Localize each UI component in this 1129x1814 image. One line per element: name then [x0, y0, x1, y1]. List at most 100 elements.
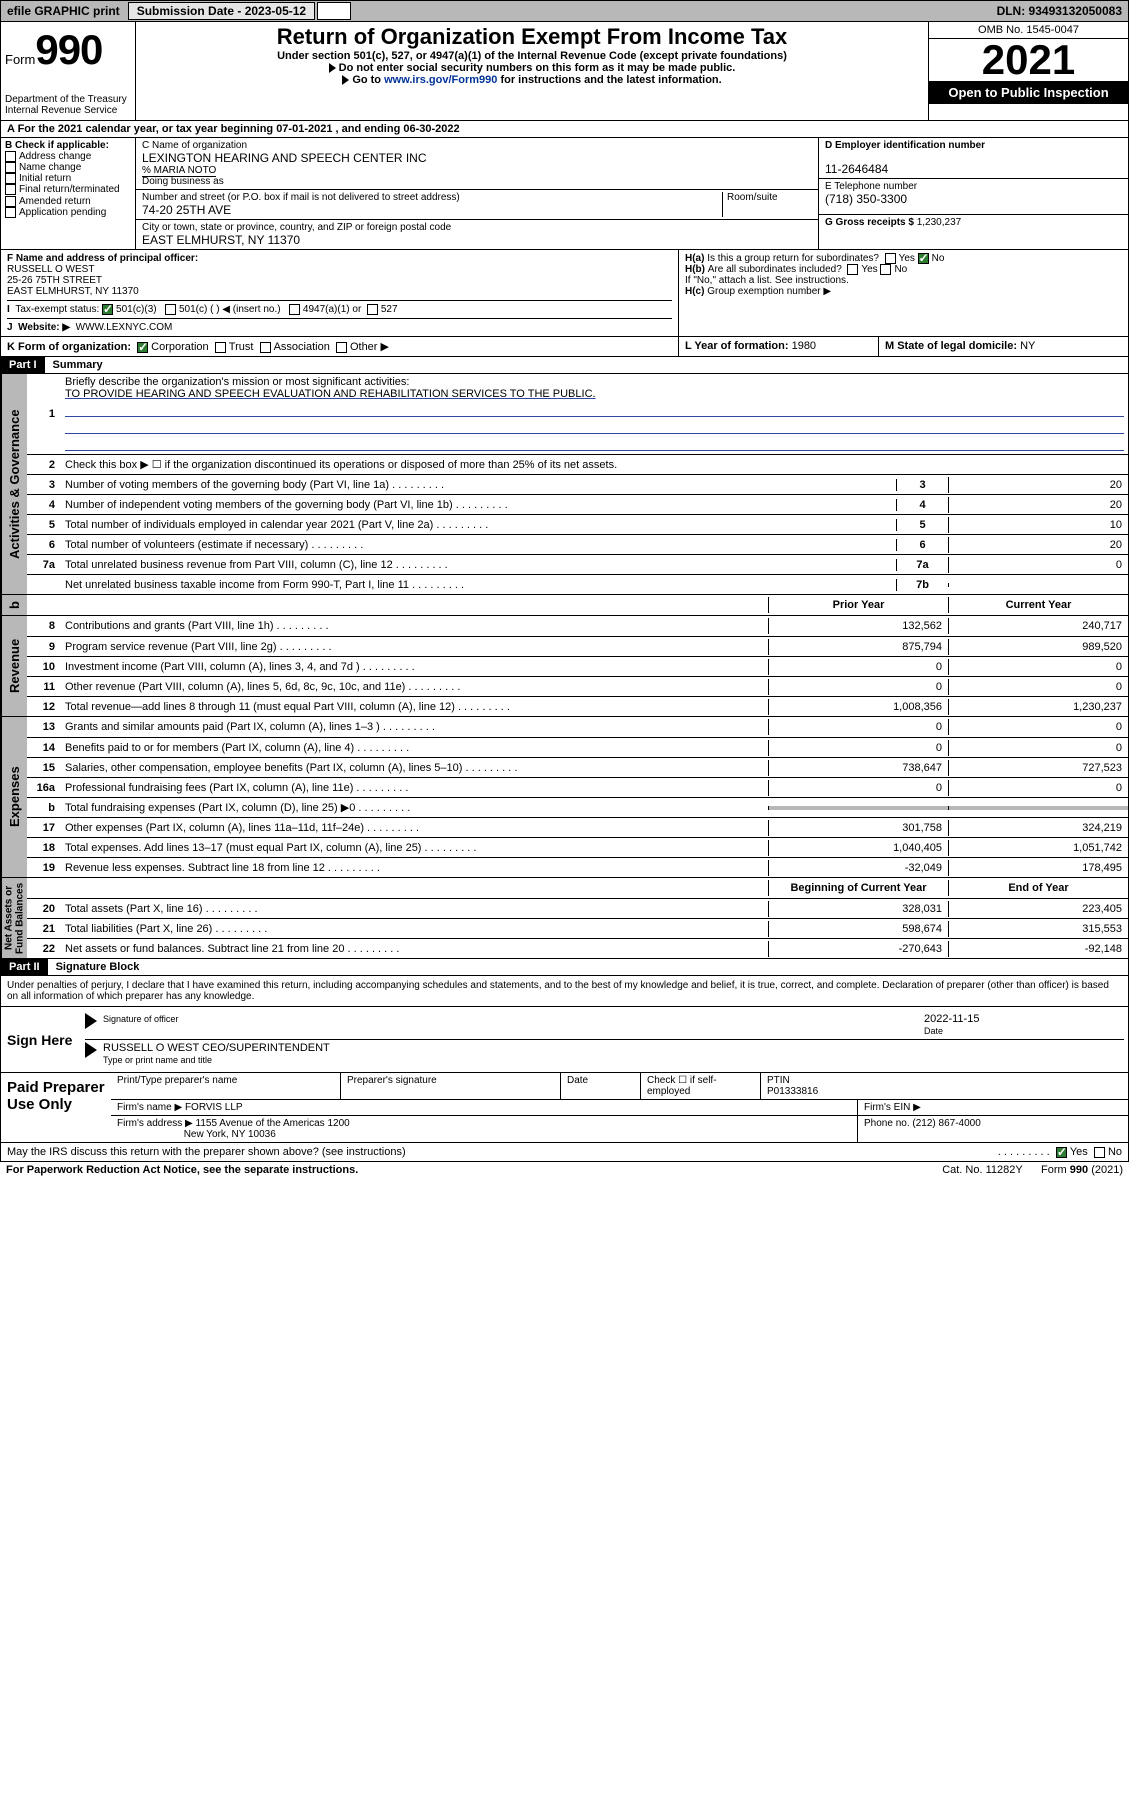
data-line: 16aProfessional fundraising fees (Part I… [27, 777, 1128, 797]
cb-name[interactable] [5, 162, 16, 173]
cb-assoc[interactable] [260, 342, 271, 353]
officer-addr2: EAST ELMHURST, NY 11370 [7, 286, 139, 297]
mission-line [65, 401, 1124, 417]
firm-name-val: FORVIS LLP [185, 1102, 243, 1113]
vtab-expenses: Expenses [1, 717, 27, 877]
hb-no: No [894, 264, 907, 275]
cb-other[interactable] [336, 342, 347, 353]
section-d: D Employer identification number 11-2646… [818, 138, 1128, 249]
footer-form: Form 990 (2021) [1041, 1164, 1123, 1176]
top-bar: efile GRAPHIC print Submission Date - 20… [0, 0, 1129, 22]
cb-ha-no[interactable] [918, 253, 929, 264]
hc-label: Group exemption number ▶ [707, 286, 831, 297]
cb-initial[interactable] [5, 173, 16, 184]
ein-val: 11-2646484 [825, 162, 1122, 176]
data-line: 11Other revenue (Part VIII, column (A), … [27, 676, 1128, 696]
form-header: Form990 Department of the Treasury Inter… [0, 22, 1129, 121]
cb-amended[interactable] [5, 196, 16, 207]
ptin-val: P01333816 [767, 1086, 818, 1097]
data-line: 18Total expenses. Add lines 13–17 (must … [27, 837, 1128, 857]
opt-final: Final return/terminated [19, 185, 120, 196]
opt-527: 527 [381, 304, 398, 315]
city-label: City or town, state or province, country… [142, 222, 451, 233]
part1-title: Summary [45, 357, 111, 373]
ha-yes: Yes [899, 253, 915, 264]
sig-date-val: 2022-11-15 [924, 1013, 979, 1025]
c-name-label: C Name of organization [142, 140, 247, 151]
prep-check-label: Check ☐ if self-employed [641, 1073, 761, 1099]
cb-discuss-yes[interactable] [1056, 1147, 1067, 1158]
dept-label: Department of the Treasury Internal Reve… [5, 94, 131, 116]
cb-corp[interactable] [137, 342, 148, 353]
opt-app: Application pending [19, 207, 106, 218]
gov-line: 7aTotal unrelated business revenue from … [27, 554, 1128, 574]
discuss-yes: Yes [1070, 1146, 1088, 1158]
governance-block: Activities & Governance 1 Briefly descri… [0, 374, 1129, 595]
part2-hdr: Part II [1, 959, 48, 975]
data-line: 17Other expenses (Part IX, column (A), l… [27, 817, 1128, 837]
cb-hb-yes[interactable] [847, 264, 858, 275]
section-f-h: F Name and address of principal officer:… [0, 250, 1129, 337]
firm-name-label: Firm's name ▶ [117, 1102, 182, 1113]
data-line: 10Investment income (Part VIII, column (… [27, 656, 1128, 676]
data-line: 12Total revenue—add lines 8 through 11 (… [27, 696, 1128, 716]
cb-app[interactable] [5, 207, 16, 218]
gov-line: Net unrelated business taxable income fr… [27, 574, 1128, 594]
net-line: 21Total liabilities (Part X, line 26)598… [27, 918, 1128, 938]
opt-amended: Amended return [19, 196, 91, 207]
rev-header-row: b Prior Year Current Year [0, 595, 1129, 616]
cb-4947[interactable] [289, 304, 300, 315]
gov-line: 6Total number of volunteers (estimate if… [27, 534, 1128, 554]
cb-ha-yes[interactable] [885, 253, 896, 264]
cb-hb-no[interactable] [880, 264, 891, 275]
submission-date-btn[interactable]: Submission Date - 2023-05-12 [128, 2, 315, 20]
cb-final[interactable] [5, 184, 16, 195]
cb-501c3[interactable] [102, 304, 113, 315]
sig-name-label: Type or print name and title [103, 1055, 212, 1065]
section-h: H(a) Is this a group return for subordin… [678, 250, 1128, 336]
header-sub2: Do not enter social security numbers on … [339, 62, 736, 74]
open-inspection: Open to Public Inspection [929, 81, 1128, 104]
k-label: K Form of organization: [7, 341, 131, 353]
form-number: 990 [35, 26, 102, 73]
expenses-block: Expenses 13Grants and similar amounts pa… [0, 717, 1129, 878]
website-val: WWW.LEXNYC.COM [76, 322, 173, 333]
mission-text: TO PROVIDE HEARING AND SPEECH EVALUATION… [65, 388, 596, 400]
dba-label: Doing business as [142, 176, 224, 187]
dots: . . . . . . . . . [998, 1146, 1050, 1158]
cb-discuss-no[interactable] [1094, 1147, 1105, 1158]
firm-phone-val: (212) 867-4000 [912, 1118, 980, 1129]
discuss-no: No [1108, 1146, 1122, 1158]
play-icon [329, 63, 336, 73]
data-line: 15Salaries, other compensation, employee… [27, 757, 1128, 777]
cb-527[interactable] [367, 304, 378, 315]
gov-line: 5Total number of individuals employed in… [27, 514, 1128, 534]
footer: For Paperwork Reduction Act Notice, see … [0, 1162, 1129, 1178]
street-label: Number and street (or P.O. box if mail i… [142, 192, 460, 203]
cb-501c[interactable] [165, 304, 176, 315]
section-b-label: B Check if applicable: [5, 140, 109, 151]
header-sub3-post: for instructions and the latest informat… [497, 74, 721, 86]
cb-address[interactable] [5, 151, 16, 162]
sign-here-label: Sign Here [1, 1007, 81, 1072]
net-line: 22Net assets or fund balances. Subtract … [27, 938, 1128, 958]
gov-line: 4Number of independent voting members of… [27, 494, 1128, 514]
dln-label: DLN: 93493132050083 [997, 4, 1128, 18]
net-line: 20Total assets (Part X, line 16)328,0312… [27, 898, 1128, 918]
gross-label: G Gross receipts $ [825, 217, 914, 228]
l1-label: Briefly describe the organization's miss… [65, 376, 409, 388]
cb-trust[interactable] [215, 342, 226, 353]
vtab-net: Net Assets or Fund Balances [1, 878, 27, 958]
room-label: Room/suite [727, 192, 778, 203]
vtab-revenue: Revenue [1, 616, 27, 716]
opt-initial: Initial return [19, 173, 71, 184]
org-name: LEXINGTON HEARING AND SPEECH CENTER INC [142, 151, 812, 165]
irs-link[interactable]: www.irs.gov/Form990 [384, 74, 497, 86]
tax-year: 2021 [929, 39, 1128, 81]
ha-no: No [932, 253, 945, 264]
net-lines: Beginning of Current Year End of Year 20… [27, 878, 1128, 958]
data-line: 8Contributions and grants (Part VIII, li… [27, 616, 1128, 636]
section-f: F Name and address of principal officer:… [1, 250, 678, 336]
opt-501c3: 501(c)(3) [116, 304, 157, 315]
opt-trust: Trust [229, 341, 254, 353]
